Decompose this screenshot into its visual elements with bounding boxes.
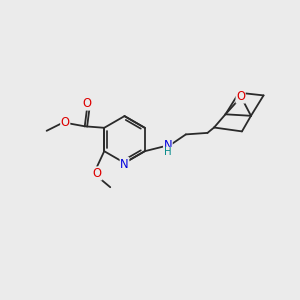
Text: O: O xyxy=(93,167,102,180)
Text: H: H xyxy=(164,147,172,158)
Text: O: O xyxy=(61,116,70,129)
Text: O: O xyxy=(236,90,245,103)
Text: N: N xyxy=(164,139,172,152)
Text: N: N xyxy=(120,158,129,171)
Text: O: O xyxy=(82,97,91,110)
